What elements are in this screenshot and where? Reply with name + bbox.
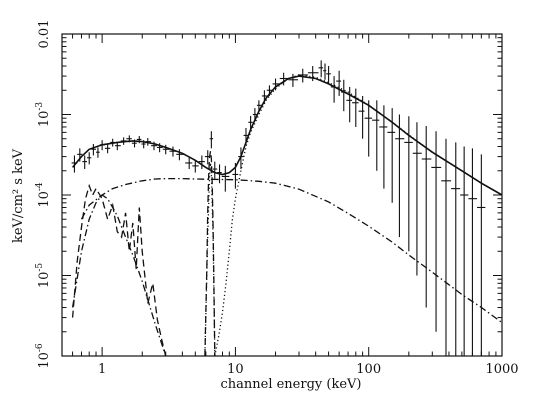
data-point bbox=[217, 164, 222, 184]
x-tick-label: 1000 bbox=[485, 362, 518, 377]
data-point bbox=[387, 108, 396, 203]
data-point bbox=[115, 141, 121, 151]
y-axis-title: keV/cm² s keV bbox=[11, 148, 26, 243]
data-point bbox=[358, 95, 365, 139]
data-point bbox=[288, 73, 299, 87]
data-point bbox=[341, 79, 347, 112]
data-point bbox=[404, 116, 413, 252]
data-point bbox=[213, 161, 218, 179]
y-tick-base: 10 bbox=[37, 111, 52, 128]
data-points bbox=[71, 60, 486, 356]
data-point bbox=[468, 148, 478, 356]
x-axis: 1 10 100 1000 bbox=[61, 34, 519, 377]
x-tick-label: 100 bbox=[356, 362, 381, 377]
data-point bbox=[110, 138, 116, 147]
y-tick-label: 10-4 bbox=[35, 182, 52, 208]
data-point bbox=[248, 115, 253, 131]
data-point bbox=[120, 137, 127, 145]
y-tick-label: 10-3 bbox=[35, 102, 52, 128]
data-point bbox=[96, 147, 100, 158]
data-point bbox=[261, 90, 267, 103]
y-tick-label: 10-6 bbox=[35, 343, 52, 369]
data-point bbox=[131, 139, 137, 148]
data-point bbox=[336, 70, 342, 96]
data-point bbox=[77, 148, 83, 162]
model-curves bbox=[71, 74, 503, 357]
data-point bbox=[326, 66, 331, 84]
data-point bbox=[352, 88, 359, 127]
data-point bbox=[279, 72, 289, 86]
data-point bbox=[91, 144, 97, 156]
data-point bbox=[298, 68, 308, 83]
data-point bbox=[86, 152, 92, 165]
data-point bbox=[238, 147, 244, 170]
x-tick-label: 10 bbox=[227, 362, 244, 377]
series-line-dashed bbox=[204, 151, 216, 357]
data-point bbox=[395, 114, 405, 238]
data-point bbox=[318, 60, 324, 78]
data-point bbox=[460, 146, 469, 356]
data-point bbox=[176, 149, 186, 161]
y-tick-base: 10 bbox=[37, 352, 52, 369]
data-point bbox=[272, 78, 280, 91]
data-point bbox=[346, 86, 353, 123]
data-point bbox=[104, 144, 111, 154]
y-tick-exponent: -3 bbox=[35, 102, 45, 111]
data-point bbox=[136, 136, 142, 144]
x-axis-title: channel energy (keV) bbox=[220, 377, 361, 392]
series-line-dash-dot bbox=[71, 194, 167, 357]
data-point bbox=[232, 162, 239, 189]
data-point bbox=[145, 138, 152, 146]
data-point bbox=[198, 155, 205, 170]
data-point bbox=[431, 131, 442, 332]
data-point bbox=[441, 138, 452, 356]
y-tick-label: 10-5 bbox=[35, 263, 52, 289]
data-point bbox=[364, 100, 373, 157]
data-point bbox=[162, 144, 170, 155]
data-point bbox=[209, 131, 214, 149]
data-point bbox=[412, 122, 422, 276]
y-tick-label: 0.01 bbox=[37, 20, 52, 49]
data-point bbox=[156, 143, 163, 153]
y-tick-base: 10 bbox=[37, 272, 52, 289]
y-tick-exponent: -5 bbox=[35, 263, 45, 272]
y-tick-base: 10 bbox=[37, 191, 52, 208]
data-point bbox=[372, 100, 380, 171]
data-point bbox=[323, 63, 327, 80]
data-point bbox=[421, 125, 432, 308]
y-tick-exponent: -4 bbox=[35, 182, 45, 191]
data-point bbox=[82, 155, 87, 170]
y-axis: 10-610-510-410-30.01 bbox=[35, 20, 502, 369]
data-point bbox=[451, 142, 461, 356]
data-point bbox=[221, 165, 230, 192]
data-point bbox=[192, 160, 199, 173]
data-point bbox=[204, 150, 210, 165]
series-line-solid bbox=[71, 75, 503, 196]
data-point bbox=[307, 66, 319, 82]
data-point bbox=[243, 127, 249, 145]
data-point bbox=[71, 155, 78, 173]
data-point bbox=[126, 135, 132, 143]
data-point bbox=[151, 141, 157, 151]
data-point bbox=[256, 100, 262, 112]
series-line-dash-dot bbox=[80, 177, 503, 324]
data-point bbox=[185, 157, 193, 170]
data-point bbox=[477, 154, 486, 356]
data-point bbox=[99, 140, 105, 151]
y-tick-exponent: -6 bbox=[35, 343, 45, 352]
series-line-dotted bbox=[204, 162, 216, 357]
data-point bbox=[169, 146, 177, 157]
series-line-dashed bbox=[71, 183, 167, 357]
data-point bbox=[330, 76, 337, 103]
x-tick-label: 1 bbox=[98, 362, 106, 377]
series-line-dotted bbox=[214, 74, 503, 357]
data-point bbox=[266, 85, 273, 96]
data-point bbox=[252, 108, 257, 122]
data-point bbox=[379, 105, 388, 189]
data-point bbox=[141, 140, 146, 149]
